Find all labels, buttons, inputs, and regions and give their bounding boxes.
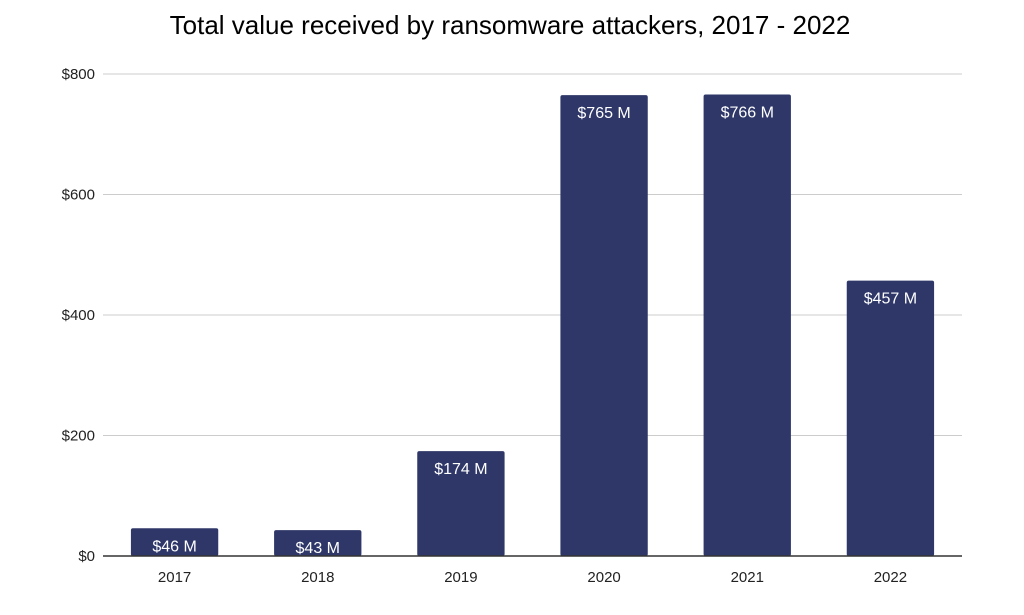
y-tick-label: $0 (78, 548, 95, 565)
bar-data-label: $766 M (721, 104, 774, 121)
gridlines (103, 73, 962, 436)
x-tick-label: 2019 (444, 569, 477, 586)
bars: $46 M $43 M $174 M $765 M $766 M $457 M (130, 94, 935, 557)
y-tick-label: $800 (62, 66, 95, 83)
y-tick-label: $400 (62, 307, 95, 324)
bar (130, 528, 219, 556)
bar (703, 94, 791, 557)
x-tick-label: 2020 (587, 569, 620, 586)
chart-title: Total value received by ransomware attac… (170, 10, 851, 40)
bar-data-label: $765 M (577, 105, 630, 122)
bar-data-label: $43 M (296, 540, 340, 557)
bar (846, 280, 935, 556)
bar-data-label: $174 M (434, 461, 487, 478)
bar (560, 95, 648, 557)
y-tick-label: $600 (62, 187, 95, 204)
y-tick-label: $200 (62, 428, 95, 445)
x-tick-label: 2018 (301, 569, 334, 586)
x-tick-label: 2017 (158, 569, 191, 586)
bar (417, 451, 505, 556)
bar (274, 530, 362, 556)
x-tick-label: 2021 (731, 569, 764, 586)
bar-data-label: $46 M (152, 538, 196, 555)
bar-data-label: $457 M (864, 291, 917, 308)
x-tick-label: 2022 (874, 569, 907, 586)
x-axis-ticks: 2017 2018 2019 2020 2021 2022 (158, 569, 907, 586)
y-axis-ticks: $0 $200 $400 $600 $800 (62, 66, 95, 565)
